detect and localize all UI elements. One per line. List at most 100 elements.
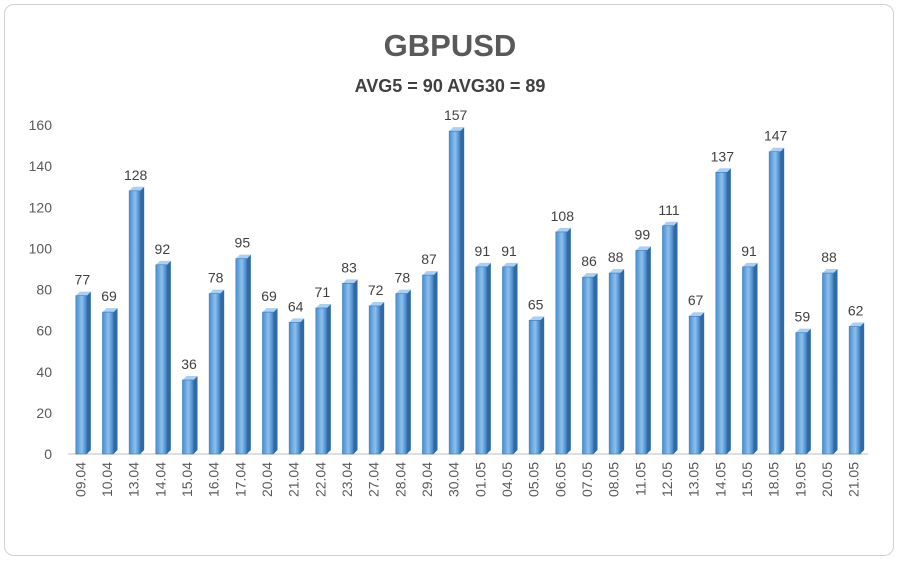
bar xyxy=(182,379,194,455)
data-label: 128 xyxy=(124,167,148,183)
bar xyxy=(608,272,621,455)
bar-side xyxy=(380,301,385,454)
bar-top xyxy=(209,289,225,294)
bar xyxy=(795,332,808,455)
bar-side xyxy=(193,375,198,454)
bar-side xyxy=(353,279,358,454)
bar-side xyxy=(593,273,598,454)
bar-side xyxy=(273,308,278,454)
x-tick-label: 16.04 xyxy=(206,462,222,497)
bar-side xyxy=(673,221,678,454)
y-tick-label: 40 xyxy=(36,364,52,380)
bar-top xyxy=(422,271,438,276)
bar-top xyxy=(315,304,331,309)
data-label: 77 xyxy=(75,272,91,288)
bar xyxy=(555,231,568,455)
data-label: 72 xyxy=(368,282,384,298)
bar-top xyxy=(635,246,651,251)
y-tick-label: 0 xyxy=(44,446,52,462)
data-label: 91 xyxy=(475,243,491,259)
x-tick-label: 27.04 xyxy=(366,462,382,497)
bar xyxy=(262,311,274,455)
bar-side xyxy=(140,186,145,455)
x-tick-label: 14.05 xyxy=(712,462,728,497)
bar xyxy=(235,258,248,455)
bar-side xyxy=(326,304,331,454)
x-tick-label: 14.04 xyxy=(152,462,168,497)
bar-side xyxy=(780,147,785,454)
x-tick-label: 15.04 xyxy=(179,462,195,497)
x-tick-label: 10.04 xyxy=(99,462,115,497)
bar-side xyxy=(406,289,411,454)
bar-side xyxy=(300,318,305,454)
y-tick-label: 140 xyxy=(29,158,53,174)
y-tick-label: 60 xyxy=(36,323,52,339)
bar-top xyxy=(609,269,625,274)
x-tick-label: 07.05 xyxy=(579,462,595,497)
bar xyxy=(742,266,754,455)
data-label: 78 xyxy=(208,270,224,286)
bar-side xyxy=(86,291,91,454)
bar-side xyxy=(460,127,465,454)
bar-top xyxy=(129,186,145,191)
bar-top xyxy=(689,312,705,317)
bar xyxy=(368,305,381,455)
bar-top xyxy=(742,262,758,267)
bar-top xyxy=(769,147,785,152)
bar-top xyxy=(262,308,278,313)
data-label: 62 xyxy=(848,303,864,319)
data-label: 69 xyxy=(261,288,277,304)
x-tick-label: 09.04 xyxy=(72,462,88,497)
y-tick-label: 120 xyxy=(29,199,53,215)
x-tick-label: 15.05 xyxy=(739,462,755,497)
x-tick-label: 13.04 xyxy=(126,462,142,497)
bar-top xyxy=(795,328,811,333)
y-tick-label: 100 xyxy=(29,240,53,256)
chart-title: GBPUSD xyxy=(383,28,517,63)
data-label: 83 xyxy=(341,259,357,275)
x-tick-label: 21.05 xyxy=(846,462,862,497)
bar xyxy=(75,295,88,455)
bar-top xyxy=(582,273,598,278)
bar-side xyxy=(540,316,545,454)
data-label: 87 xyxy=(421,251,437,267)
bar xyxy=(848,326,861,455)
y-tick-label: 80 xyxy=(36,282,52,298)
bar-side xyxy=(620,269,625,454)
bar xyxy=(342,283,354,455)
bar-top xyxy=(75,291,91,296)
bar xyxy=(715,171,728,455)
x-tick-label: 13.05 xyxy=(686,462,702,497)
x-tick-label: 11.05 xyxy=(632,462,648,496)
bar-top xyxy=(235,254,251,259)
bar-top xyxy=(715,168,731,173)
bar-top xyxy=(155,260,171,265)
bar-side xyxy=(753,262,758,454)
bar xyxy=(315,307,328,455)
bar-top xyxy=(475,262,491,267)
bar-side xyxy=(700,312,705,454)
bar-side xyxy=(806,328,811,454)
x-tick-label: 29.04 xyxy=(419,462,435,497)
bar-top xyxy=(449,127,465,132)
x-tick-label: 20.05 xyxy=(819,462,835,497)
bar-top xyxy=(849,322,865,327)
bar-top xyxy=(342,279,358,284)
x-tick-label: 08.05 xyxy=(606,462,622,497)
x-tick-label: 20.04 xyxy=(259,462,275,497)
x-tick-label: 30.04 xyxy=(446,462,462,497)
bar-side xyxy=(220,289,225,454)
x-tick-label: 17.04 xyxy=(232,462,248,497)
bar-top xyxy=(182,375,198,380)
bar-side xyxy=(433,271,438,454)
x-tick-label: 01.05 xyxy=(472,462,488,497)
bar xyxy=(475,266,488,455)
bar-top xyxy=(822,269,838,274)
bar xyxy=(822,272,834,455)
bar-side xyxy=(486,262,491,454)
x-tick-label: 04.05 xyxy=(499,462,515,497)
bar xyxy=(635,250,648,455)
bar xyxy=(288,322,301,455)
data-label: 88 xyxy=(608,249,624,265)
